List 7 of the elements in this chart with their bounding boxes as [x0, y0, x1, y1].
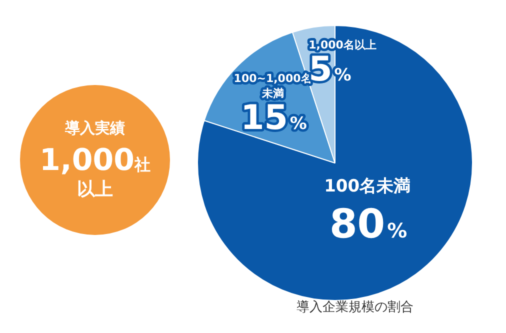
data-label: 15%: [240, 98, 307, 138]
data-label: 80%: [329, 201, 408, 248]
text: 導入企業規模の割合: [296, 299, 414, 316]
text: 導入実績: [65, 119, 125, 138]
text: 以上: [77, 178, 113, 201]
text: 1,000社: [40, 143, 150, 178]
slice-label: 100名未満: [324, 176, 411, 196]
